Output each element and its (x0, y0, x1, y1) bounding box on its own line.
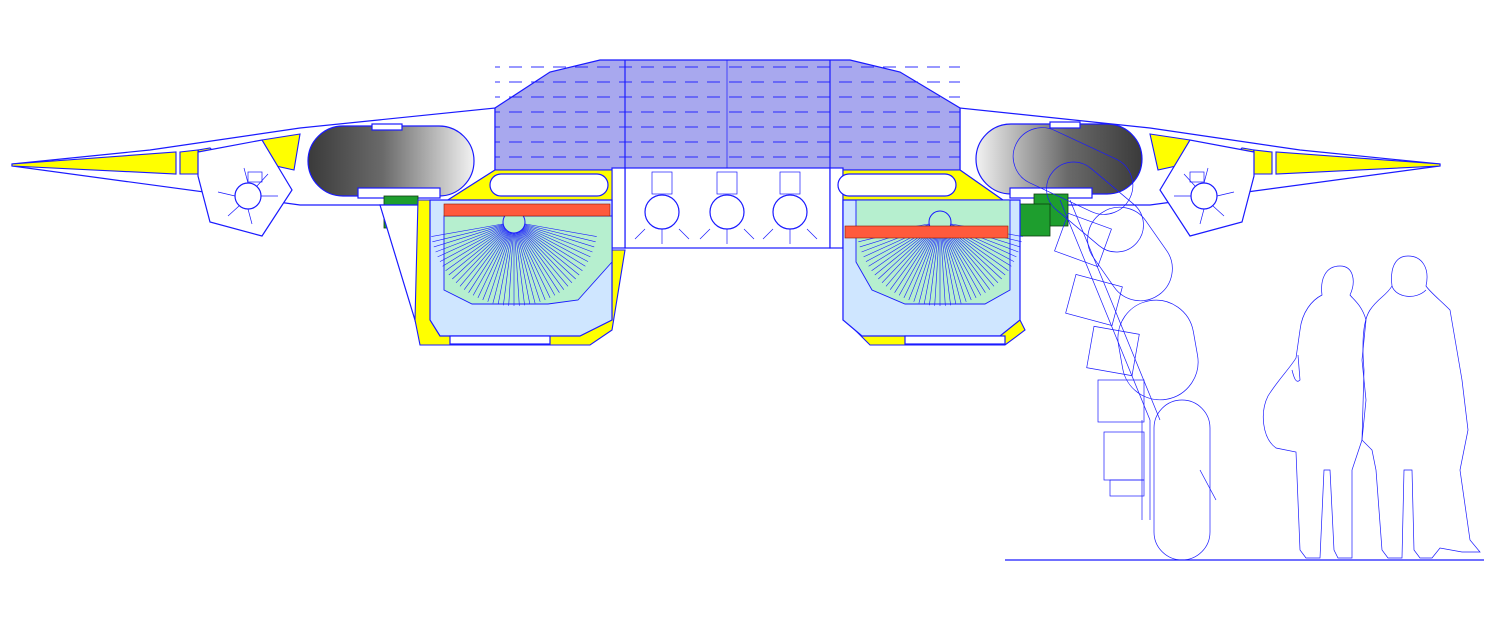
turbine-blade (513, 221, 589, 262)
right-heater-bar (844, 225, 1009, 239)
turbine-blade (513, 221, 591, 258)
turbine-blade (513, 221, 536, 304)
turbine-blade (513, 221, 520, 306)
left-lower-bay (414, 199, 626, 346)
turbine-blade (513, 221, 546, 301)
turbine-blade (468, 221, 515, 293)
left-wing (11, 107, 496, 331)
turbine-blade (472, 221, 515, 296)
fan-icon (217, 167, 278, 225)
engine-icon (634, 171, 690, 244)
right-wing-tip (1275, 151, 1441, 175)
turbine-blade (513, 221, 583, 271)
turbine-blade (513, 221, 576, 280)
right-side-window (837, 173, 957, 197)
turbine-blade (448, 221, 515, 276)
turbine-blade (513, 221, 597, 237)
turbine-blade (513, 221, 525, 306)
right-wing-panel (1251, 149, 1273, 175)
turbine-blade (432, 221, 515, 243)
turbine-blade (513, 221, 586, 267)
turbine-blade (437, 221, 515, 258)
turbine-blade (439, 221, 515, 262)
right-engine-pod (975, 123, 1143, 195)
turbine-blade (497, 221, 515, 305)
engine-icon (762, 171, 818, 244)
turbine-blade (445, 221, 515, 271)
turbine-blade (482, 221, 515, 301)
turbine-blade (513, 221, 593, 253)
turbine-blade (492, 221, 515, 304)
left-side-window (489, 173, 609, 197)
fan-icon (1174, 167, 1235, 225)
left-engine-pod (307, 125, 475, 197)
turbine-blade (513, 221, 556, 296)
right-fan-housing (1159, 139, 1255, 237)
left-fan-housing (197, 139, 293, 237)
turbine-blade (463, 221, 515, 290)
engine-icon (699, 171, 755, 244)
left-turbine (443, 215, 613, 305)
turbine-blade (508, 221, 515, 306)
turbine-blade (433, 221, 515, 248)
center-engine-bay (624, 167, 831, 249)
turbine-blade (513, 221, 541, 302)
turbine-blade (459, 221, 515, 287)
turbine-blade (452, 221, 515, 280)
right-actuator (1009, 187, 1093, 237)
turbine-blade (435, 221, 515, 253)
turbine-blade (455, 221, 515, 284)
person-silhouette (1361, 255, 1481, 559)
turbine-blade (513, 221, 569, 287)
turbine-blade (513, 221, 565, 290)
turbine-blade (503, 221, 515, 306)
turbine-blade (513, 221, 580, 276)
turbine-blade (442, 221, 515, 267)
right-lower-bay (842, 199, 1026, 346)
turbine-blade (431, 221, 515, 237)
turbine-blade (513, 221, 596, 243)
right-wing (959, 107, 1441, 237)
left-wing-panel (179, 149, 201, 175)
turbine-blade (513, 221, 551, 298)
turbine-blade (513, 221, 573, 284)
turbine-blade (477, 221, 515, 298)
person-silhouette (1262, 265, 1367, 559)
turbine-blade (513, 221, 595, 248)
turbine-blade (513, 221, 560, 293)
left-heater-bar (443, 203, 611, 217)
turbine-blade (487, 221, 515, 302)
turbine-blade (513, 221, 531, 305)
